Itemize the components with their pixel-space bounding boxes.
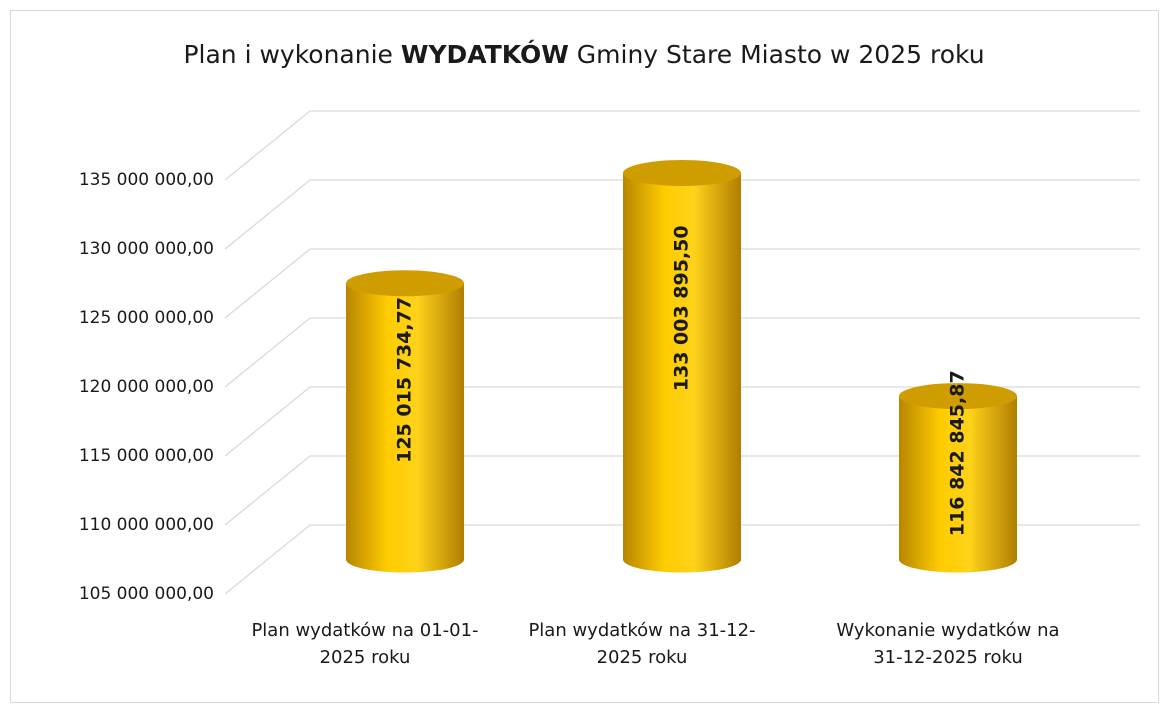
grid-line — [224, 179, 1140, 250]
title-part: WYDATKÓW — [401, 39, 569, 69]
grid-line — [224, 110, 1140, 181]
bar-body — [346, 283, 464, 573]
y-tick-label: 120 000 000,00 — [79, 377, 214, 397]
x-tick-label: Plan wydatków na 01-01- — [251, 620, 478, 641]
chart-frame — [10, 10, 1159, 703]
value-label: 133 003 895,50 — [671, 225, 693, 391]
x-tick-label: 31-12-2025 roku — [873, 647, 1023, 668]
grid-line — [224, 386, 1140, 457]
bar — [623, 160, 741, 573]
bar — [899, 383, 1017, 573]
value-label: 125 015 734,77 — [394, 297, 416, 463]
grid-line — [224, 248, 1140, 319]
bar-top — [346, 270, 464, 297]
value-label: 116 842 845,87 — [947, 370, 969, 536]
bar-top — [623, 160, 741, 187]
title-part: Gminy Stare Miasto w 2025 roku — [569, 40, 985, 69]
x-tick-label: Wykonanie wydatków na — [836, 620, 1059, 641]
bar — [346, 270, 464, 573]
y-tick-label: 135 000 000,00 — [79, 170, 214, 190]
grid-line — [224, 455, 1140, 526]
y-tick-label: 130 000 000,00 — [79, 239, 214, 259]
y-tick-label: 110 000 000,00 — [79, 515, 214, 535]
grid-line — [224, 317, 1140, 388]
y-tick-label: 105 000 000,00 — [79, 584, 214, 604]
title-part: Plan i wykonanie — [183, 40, 400, 69]
grid-line — [224, 524, 1140, 595]
x-tick-label: Plan wydatków na 31-12- — [528, 620, 755, 641]
y-tick-label: 125 000 000,00 — [79, 308, 214, 328]
y-tick-label: 115 000 000,00 — [79, 446, 214, 466]
bar-body — [899, 396, 1017, 573]
x-tick-label: 2025 roku — [320, 647, 411, 668]
x-tick-label: 2025 roku — [597, 647, 688, 668]
bar-body — [623, 173, 741, 573]
bar-top — [899, 383, 1017, 410]
chart-title: Plan i wykonanie WYDATKÓW Gminy Stare Mi… — [183, 39, 984, 69]
